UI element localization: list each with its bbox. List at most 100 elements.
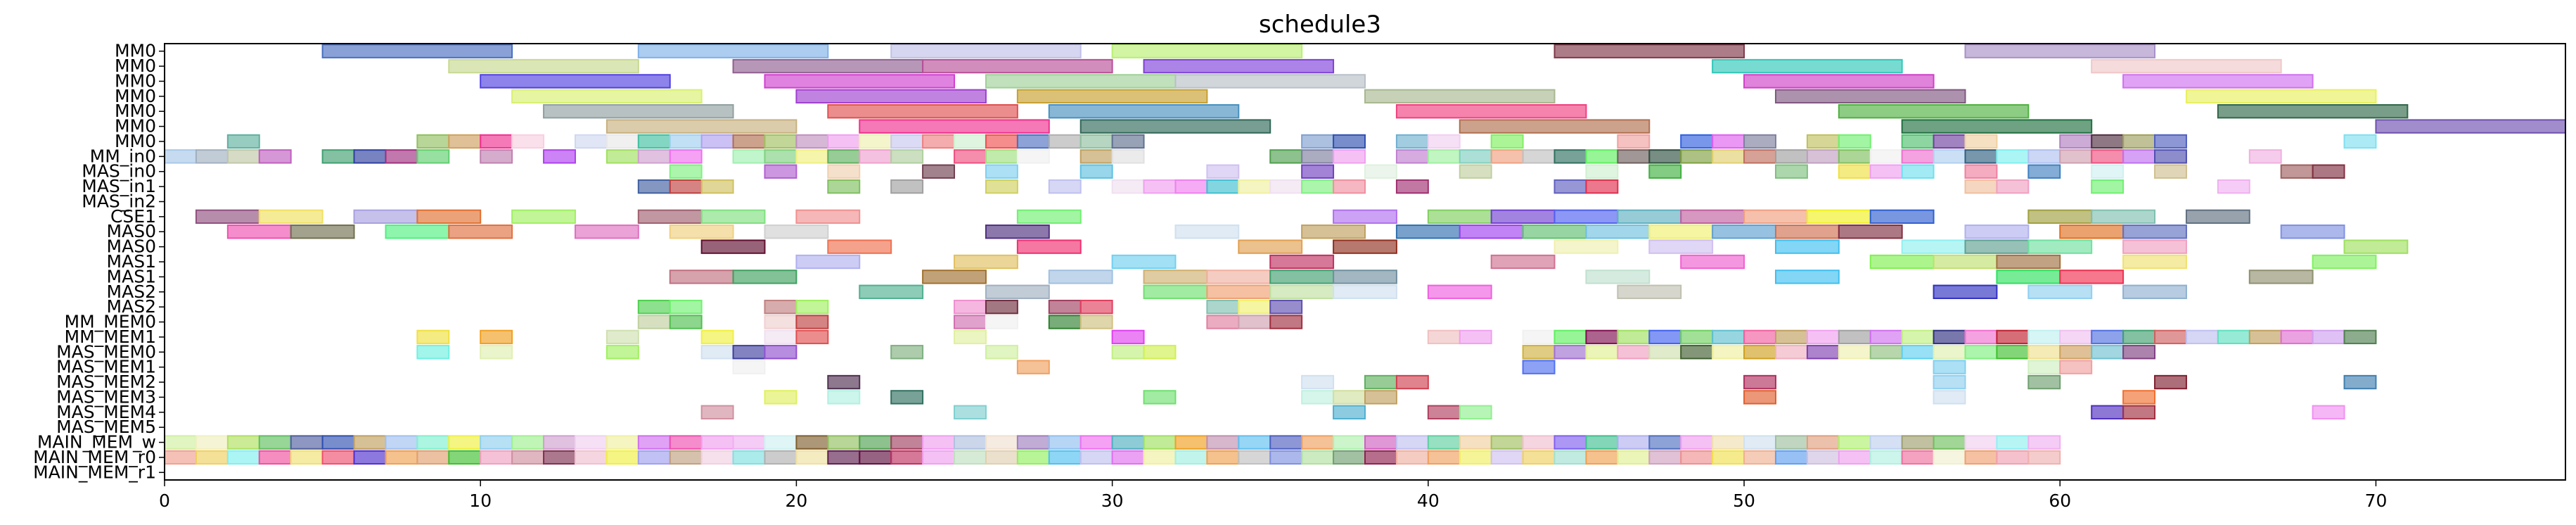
task-bar (890, 390, 924, 405)
task-bar (1111, 44, 1303, 58)
task-bar (985, 299, 1018, 315)
task-bar (669, 450, 703, 465)
y-tick-label: MAS2 (107, 282, 156, 302)
task-bar (2312, 254, 2377, 270)
task-bar (732, 450, 766, 465)
task-bar (2091, 58, 2282, 74)
y-tick-label: MM0 (115, 131, 156, 151)
task-bar (985, 435, 1018, 450)
task-bar (480, 329, 513, 345)
task-bar (1933, 149, 1966, 164)
task-bar (2154, 134, 2187, 149)
task-bar (1269, 149, 1303, 164)
task-bar (226, 224, 292, 239)
task-bar (954, 435, 987, 450)
task-bar (1269, 435, 1303, 450)
task-bar (2091, 179, 2125, 194)
task-bar (290, 435, 323, 450)
y-tick-label: MM0 (115, 41, 156, 61)
task-bar (416, 329, 450, 345)
task-bar (1079, 134, 1113, 149)
task-bar (637, 315, 671, 329)
task-bar (448, 435, 482, 450)
task-bar (1048, 299, 1082, 315)
task-bar (1459, 119, 1651, 134)
task-bar (1016, 239, 1082, 254)
task-bar (2059, 360, 2093, 374)
task-bar (1206, 270, 1271, 284)
task-bar (954, 149, 987, 164)
task-bar (1459, 450, 1492, 465)
task-bar (922, 58, 1113, 74)
task-bar (543, 149, 576, 164)
task-bar (985, 345, 1018, 360)
task-bar (2091, 134, 2125, 149)
task-bar (795, 435, 829, 450)
task-bar (985, 164, 1018, 179)
task-bar (1712, 58, 1903, 74)
task-bar (1964, 164, 1998, 179)
task-bar (859, 134, 892, 149)
task-bar (890, 149, 924, 164)
task-bar (1079, 315, 1113, 329)
task-bar (1079, 299, 1113, 315)
task-bar (732, 149, 766, 164)
task-bar (605, 329, 639, 345)
task-bar (669, 315, 703, 329)
task-bar (1364, 390, 1397, 405)
task-bar (480, 74, 671, 89)
task-bar (2154, 164, 2187, 179)
task-bar (2091, 405, 2125, 419)
task-bar (985, 284, 1050, 299)
task-bar (448, 224, 513, 239)
task-bar (1838, 149, 1871, 164)
task-bar (669, 224, 734, 239)
task-bar (1395, 179, 1429, 194)
task-bar (1838, 450, 1871, 465)
task-bar (1143, 390, 1177, 405)
task-bar (1964, 435, 1998, 450)
task-bar (985, 315, 1018, 329)
task-bar (764, 329, 797, 345)
task-bar (1206, 164, 1240, 179)
task-bar (700, 209, 766, 224)
task-bar (1427, 435, 1461, 450)
task-bar (1238, 450, 1271, 465)
task-bar (795, 450, 829, 465)
task-bar (2122, 405, 2156, 419)
task-bar (1680, 209, 1745, 224)
task-bar (1964, 149, 1998, 164)
task-bar (290, 450, 323, 465)
task-bar (954, 134, 987, 149)
task-bar (2027, 149, 2061, 164)
task-bar (1111, 450, 1145, 465)
task-bar (1522, 224, 1587, 239)
task-bar (1964, 224, 2030, 239)
task-bar (1206, 450, 1240, 465)
task-bar (1333, 435, 1366, 450)
task-bar (1585, 270, 1651, 284)
x-tick-label: 10 (469, 491, 492, 511)
plot-frame (164, 43, 2566, 481)
y-tick-label: MAS1 (107, 251, 156, 272)
task-bar (1206, 299, 1240, 315)
task-bar (1806, 450, 1840, 465)
task-bar (1743, 149, 1776, 164)
task-bar (2280, 329, 2314, 345)
task-bar (1680, 345, 1714, 360)
task-bar (1459, 164, 1492, 179)
task-bar (1333, 390, 1366, 405)
task-bar (385, 149, 418, 164)
task-bar (1933, 329, 1966, 345)
task-bar (1301, 435, 1335, 450)
task-bar (1238, 299, 1271, 315)
task-bar (1016, 149, 1050, 164)
task-bar (1206, 435, 1240, 450)
task-bar (1111, 254, 1177, 270)
task-bar (1933, 374, 1966, 390)
task-bar (1048, 315, 1082, 329)
task-bar (480, 435, 513, 450)
task-bar (890, 134, 924, 149)
task-bar (1617, 284, 1682, 299)
